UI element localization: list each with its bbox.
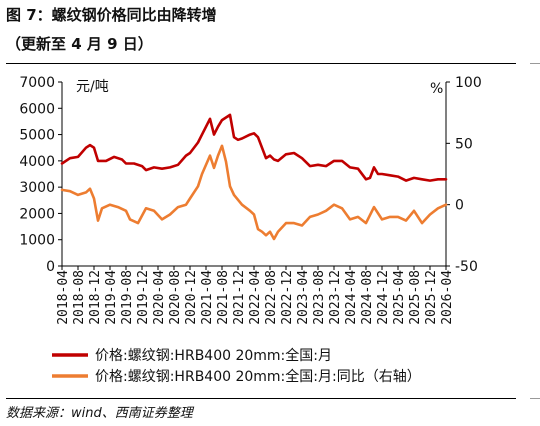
x-tick-label: 2020-04	[152, 270, 167, 325]
y-right-unit-label: %	[430, 81, 443, 97]
x-tick-label: 2018-12	[88, 270, 103, 325]
x-tick-label: 2019-12	[136, 270, 151, 325]
y-left-tick-label: 3000	[19, 180, 55, 196]
y-left-unit-label: 元/吨	[76, 79, 109, 95]
y-right-tick-label: -50	[455, 259, 478, 275]
top-rule	[6, 63, 516, 64]
x-tick-label: 2021-08	[216, 270, 231, 325]
adjacent-figure-edge	[530, 63, 540, 64]
y-right-tick-label: 50	[455, 136, 473, 152]
figure-title: 图 7：螺纹钢价格同比由降转增	[6, 6, 217, 24]
x-tick-label: 2024-04	[344, 270, 359, 325]
series-line-yoy	[60, 144, 448, 241]
x-tick-label: 2026-04	[440, 270, 455, 325]
x-tick-label: 2018-08	[72, 270, 87, 325]
x-tick-label: 2021-12	[232, 270, 247, 325]
x-tick-label: 2024-08	[360, 270, 375, 325]
y-right-tick-label: 0	[455, 198, 464, 214]
legend-label: 价格:螺纹钢:HRB400 20mm:全国:月	[95, 347, 332, 364]
y-left-tick-label: 7000	[19, 75, 55, 91]
source-note: 数据来源：wind、西南证券整理	[6, 406, 193, 421]
bottom-rule	[6, 398, 516, 399]
x-tick-label: 2022-04	[248, 270, 263, 325]
x-tick-label: 2019-04	[104, 270, 119, 325]
figure-subtitle: （更新至 4 月 9 日）	[6, 35, 153, 53]
y-left-tick-label: 0	[46, 259, 55, 275]
series-line-price	[60, 113, 448, 182]
x-tick-label: 2025-04	[392, 270, 407, 325]
y-left-tick-label: 1000	[19, 233, 55, 249]
x-tick-label: 2021-04	[200, 270, 215, 325]
x-tick-label: 2018-04	[56, 270, 71, 325]
y-left-tick-label: 4000	[19, 154, 55, 170]
adjacent-figure-edge	[530, 398, 540, 399]
y-left-tick-label: 2000	[19, 206, 55, 222]
x-tick-label: 2025-12	[424, 270, 439, 325]
x-tick-label: 2023-12	[328, 270, 343, 325]
x-tick-label: 2024-12	[376, 270, 391, 325]
legend-label: 价格:螺纹钢:HRB400 20mm:全国:月:同比（右轴）	[95, 368, 421, 385]
y-left-tick-label: 6000	[19, 101, 55, 117]
x-tick-label: 2020-08	[168, 270, 183, 325]
x-tick-label: 2023-08	[312, 270, 327, 325]
x-tick-label: 2025-08	[408, 270, 423, 325]
x-tick-label: 2022-08	[264, 270, 279, 325]
x-tick-label: 2022-12	[280, 270, 295, 325]
x-tick-label: 2023-04	[296, 270, 311, 325]
x-tick-label: 2019-08	[120, 270, 135, 325]
y-right-tick-label: 100	[455, 75, 482, 91]
y-left-tick-label: 5000	[19, 128, 55, 144]
x-tick-label: 2020-12	[184, 270, 199, 325]
